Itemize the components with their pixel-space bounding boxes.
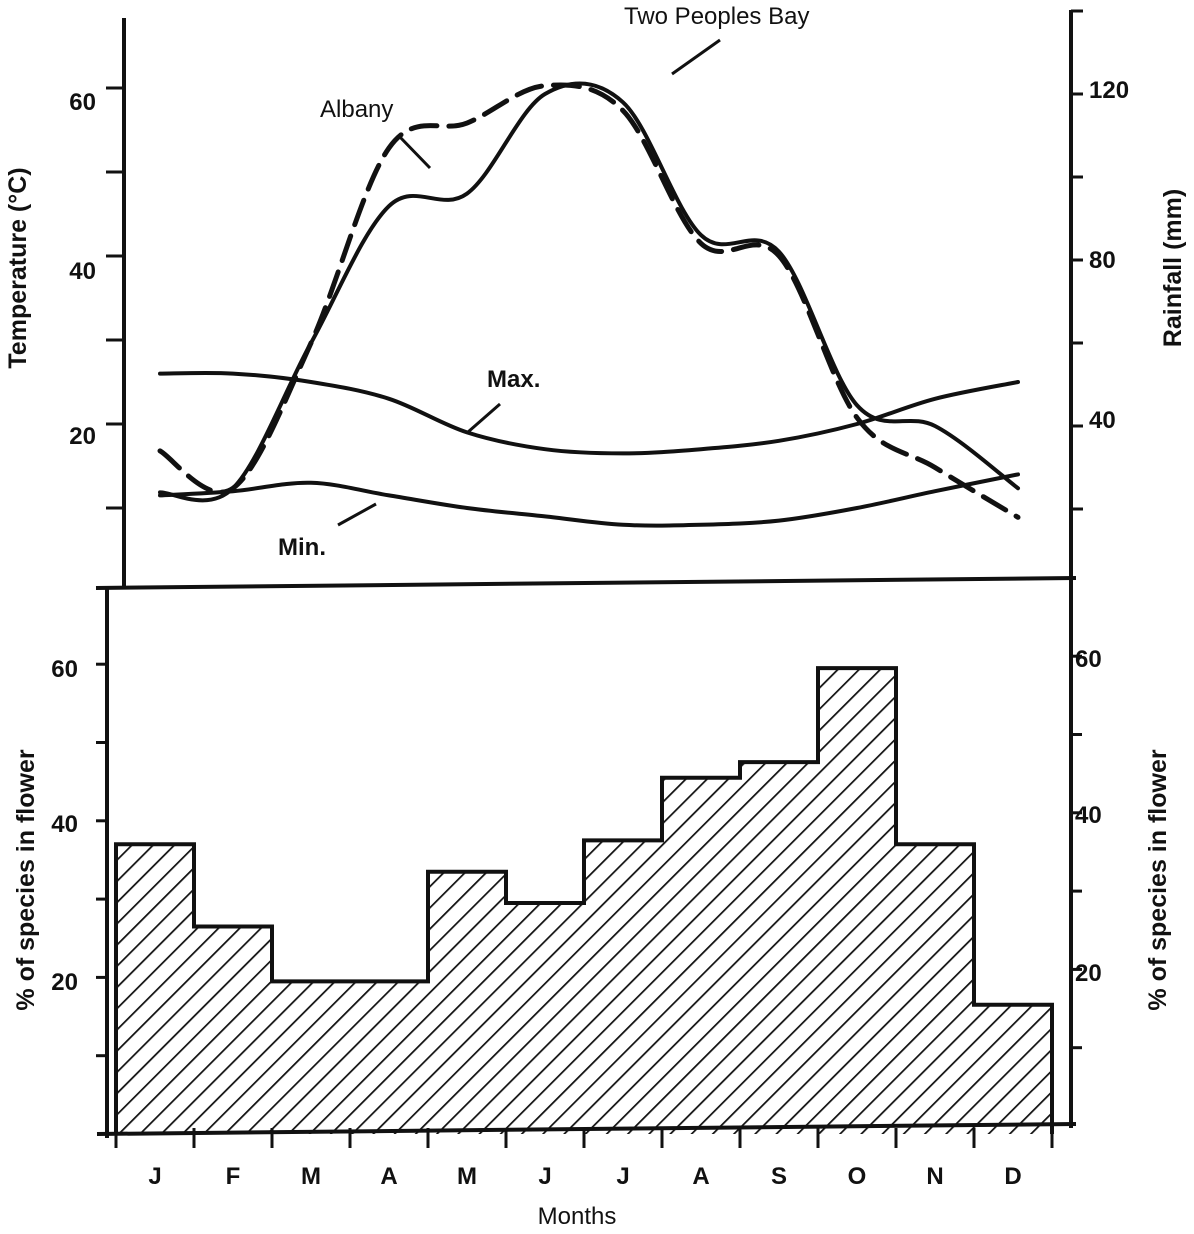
max-label: Max. (487, 366, 540, 393)
flower-bar (584, 840, 663, 1134)
months-axis (96, 1122, 1077, 1136)
months-axis-title: Months (538, 1203, 617, 1230)
max-line (158, 370, 1020, 456)
flower-bar (116, 844, 195, 1134)
min-line (158, 472, 1020, 528)
panel-divider (95, 576, 1077, 590)
flower-left-axis-title: % of species in flower (12, 749, 40, 1010)
rain-tick-label: 80 (1089, 247, 1116, 274)
min-label: Min. (278, 534, 326, 561)
flower-bar (272, 981, 351, 1134)
flower-bar (740, 762, 819, 1134)
month-label: S (771, 1163, 787, 1190)
month-label: O (848, 1163, 867, 1190)
top-right-tick-marks (1071, 9, 1083, 511)
month-label: A (380, 1163, 397, 1190)
rainfall-axis-title: Rainfall (mm) (1159, 189, 1187, 347)
month-label: A (692, 1163, 709, 1190)
flower-bar (662, 777, 741, 1134)
temp-tick-label: 60 (69, 89, 96, 116)
month-label: M (301, 1163, 321, 1190)
month-label: F (226, 1163, 241, 1190)
month-label: M (457, 1163, 477, 1190)
flower-bar (194, 926, 273, 1134)
month-tick-marks (114, 1128, 1054, 1148)
bottom-right-tick-marks (1071, 654, 1082, 1050)
bottom-panel: J F M A M J J A S O N D 60 40 20 60 40 20 % of spec… (12, 578, 1172, 1230)
top-series-lines (157, 81, 1021, 528)
flower-left-tick-label: 60 (51, 656, 78, 683)
temp-tick-label: 20 (69, 423, 96, 450)
flower-bar (818, 668, 897, 1134)
max-pointer (467, 402, 501, 434)
albany-pointer (396, 133, 432, 170)
flowering-bars (114, 666, 1054, 1134)
flower-left-tick-label: 40 (51, 811, 78, 838)
temperature-axis-title: Temperature (°C) (4, 167, 32, 368)
rain-tick-label: 120 (1089, 77, 1129, 104)
flower-right-tick-label: 60 (1075, 646, 1102, 673)
month-label: J (538, 1163, 551, 1190)
flower-bar (974, 1004, 1053, 1134)
flower-right-axis-title: % of species in flower (1144, 749, 1172, 1010)
month-label: J (616, 1163, 629, 1190)
month-label: D (1004, 1163, 1021, 1190)
flower-bar (896, 844, 975, 1134)
flower-bar (350, 981, 429, 1134)
top-left-tick-marks (106, 86, 124, 510)
flower-right-tick-label: 20 (1075, 960, 1102, 987)
albany-label: Albany (320, 96, 393, 123)
flower-right-tick-label: 40 (1075, 802, 1102, 829)
rain-tick-label: 40 (1089, 407, 1116, 434)
temp-tick-label: 40 (69, 258, 96, 285)
albany-line (158, 81, 1020, 503)
top-panel: 60 40 20 120 80 40 Temperature (°C) Rain… (4, 3, 1187, 590)
bottom-left-tick-marks (96, 662, 107, 1058)
month-label: N (926, 1163, 943, 1190)
bar-outline (114, 666, 1054, 1134)
two-peoples-bay-label: Two Peoples Bay (624, 3, 809, 30)
month-label: J (148, 1163, 161, 1190)
flower-bar (506, 903, 585, 1134)
flower-left-tick-label: 20 (51, 969, 78, 996)
two-peoples-bay-pointer (671, 38, 721, 76)
min-pointer (337, 502, 377, 527)
flower-bar (428, 871, 507, 1134)
two-peoples-bay-line (157, 82, 1021, 520)
